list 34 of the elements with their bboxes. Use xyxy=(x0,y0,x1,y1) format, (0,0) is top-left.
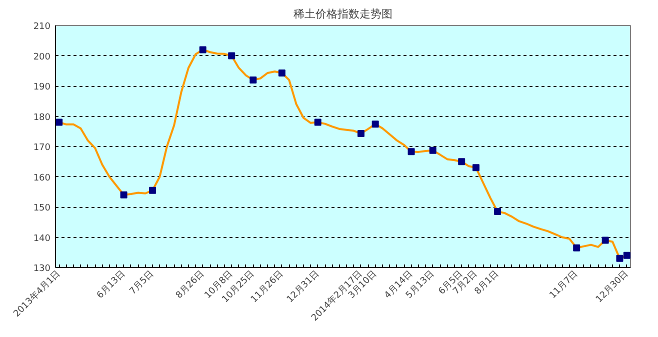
point xyxy=(278,69,286,76)
y-tick-label: 160 xyxy=(33,173,51,184)
x-tick-label: 6月13日 xyxy=(95,268,128,301)
x-tick-label: 11月7日 xyxy=(548,268,580,301)
point xyxy=(573,244,580,252)
point xyxy=(472,164,480,172)
x-tick-label: 7月5日 xyxy=(128,268,156,297)
x-tick-label: 12月30日 xyxy=(594,268,630,305)
y-tick-label: 170 xyxy=(33,143,51,153)
point xyxy=(250,76,257,84)
point xyxy=(228,52,236,60)
y-tick-label: 150 xyxy=(33,204,51,214)
point xyxy=(494,208,502,216)
point xyxy=(56,118,63,126)
y-tick-label: 140 xyxy=(33,234,51,244)
point xyxy=(429,146,436,154)
point xyxy=(623,252,630,259)
point xyxy=(372,120,379,128)
point xyxy=(458,158,466,166)
point xyxy=(357,130,364,137)
y-tick-label: 190 xyxy=(33,82,51,92)
x-tick-label: 12月31日 xyxy=(285,268,322,305)
point xyxy=(408,148,415,156)
point xyxy=(120,191,128,198)
point xyxy=(199,46,206,54)
point xyxy=(314,118,322,126)
y-tick-label: 130 xyxy=(33,264,51,274)
point xyxy=(616,254,624,262)
y-tick-label: 180 xyxy=(33,112,51,123)
chart-title: 稀土价格指数走势图 xyxy=(294,8,392,20)
point xyxy=(149,186,156,194)
y-tick-label: 200 xyxy=(33,52,51,62)
y-tick-label: 210 xyxy=(33,22,51,32)
point xyxy=(602,236,609,244)
